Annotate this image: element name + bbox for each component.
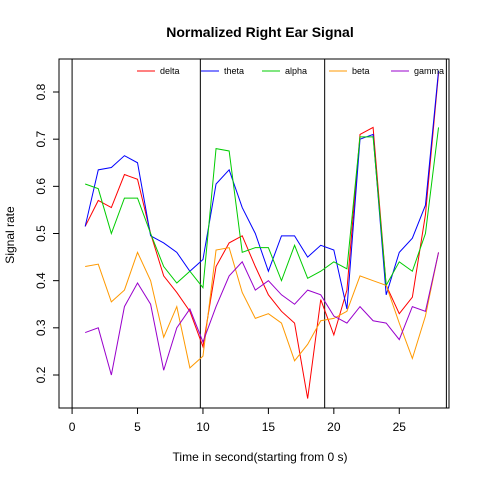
- y-tick-label: 0.5: [34, 225, 48, 242]
- series-line-delta: [84, 73, 440, 399]
- series-line-gamma: [85, 252, 440, 376]
- series-line-alpha: [85, 127, 440, 290]
- legend-label-theta: theta: [224, 66, 244, 76]
- y-tick-label: 0.2: [34, 366, 48, 383]
- x-tick-label: 15: [262, 420, 276, 434]
- legend: delta theta alpha beta gamma: [137, 66, 444, 76]
- y-tick-label: 0.4: [34, 272, 48, 289]
- chart-title: Normalized Right Ear Signal: [166, 24, 353, 40]
- y-axis-label: Signal rate: [3, 206, 17, 264]
- x-axis: 0 5 10 15 20 25: [69, 407, 407, 434]
- x-tick-label: 0: [69, 420, 76, 434]
- y-axis: 0.2 0.3 0.4 0.5 0.6 0.7 0.8: [34, 83, 60, 383]
- x-tick-label: 20: [327, 420, 341, 434]
- y-tick-label: 0.7: [34, 131, 48, 148]
- legend-label-delta: delta: [160, 66, 180, 76]
- y-tick-label: 0.8: [34, 83, 48, 100]
- x-axis-label: Time in second(starting from 0 s): [173, 450, 348, 464]
- x-tick-label: 5: [134, 420, 141, 434]
- x-tick-label: 25: [393, 420, 407, 434]
- vertical-lines: [71, 59, 447, 408]
- legend-label-beta: beta: [352, 66, 370, 76]
- x-tick-label: 10: [196, 420, 210, 434]
- plot-frame: [58, 58, 450, 409]
- y-tick-label: 0.6: [34, 178, 48, 195]
- legend-label-gamma: gamma: [414, 66, 444, 76]
- series-line-beta: [85, 247, 440, 369]
- y-tick-label: 0.3: [34, 319, 48, 336]
- series-layer: [84, 70, 440, 399]
- legend-label-alpha: alpha: [285, 66, 307, 76]
